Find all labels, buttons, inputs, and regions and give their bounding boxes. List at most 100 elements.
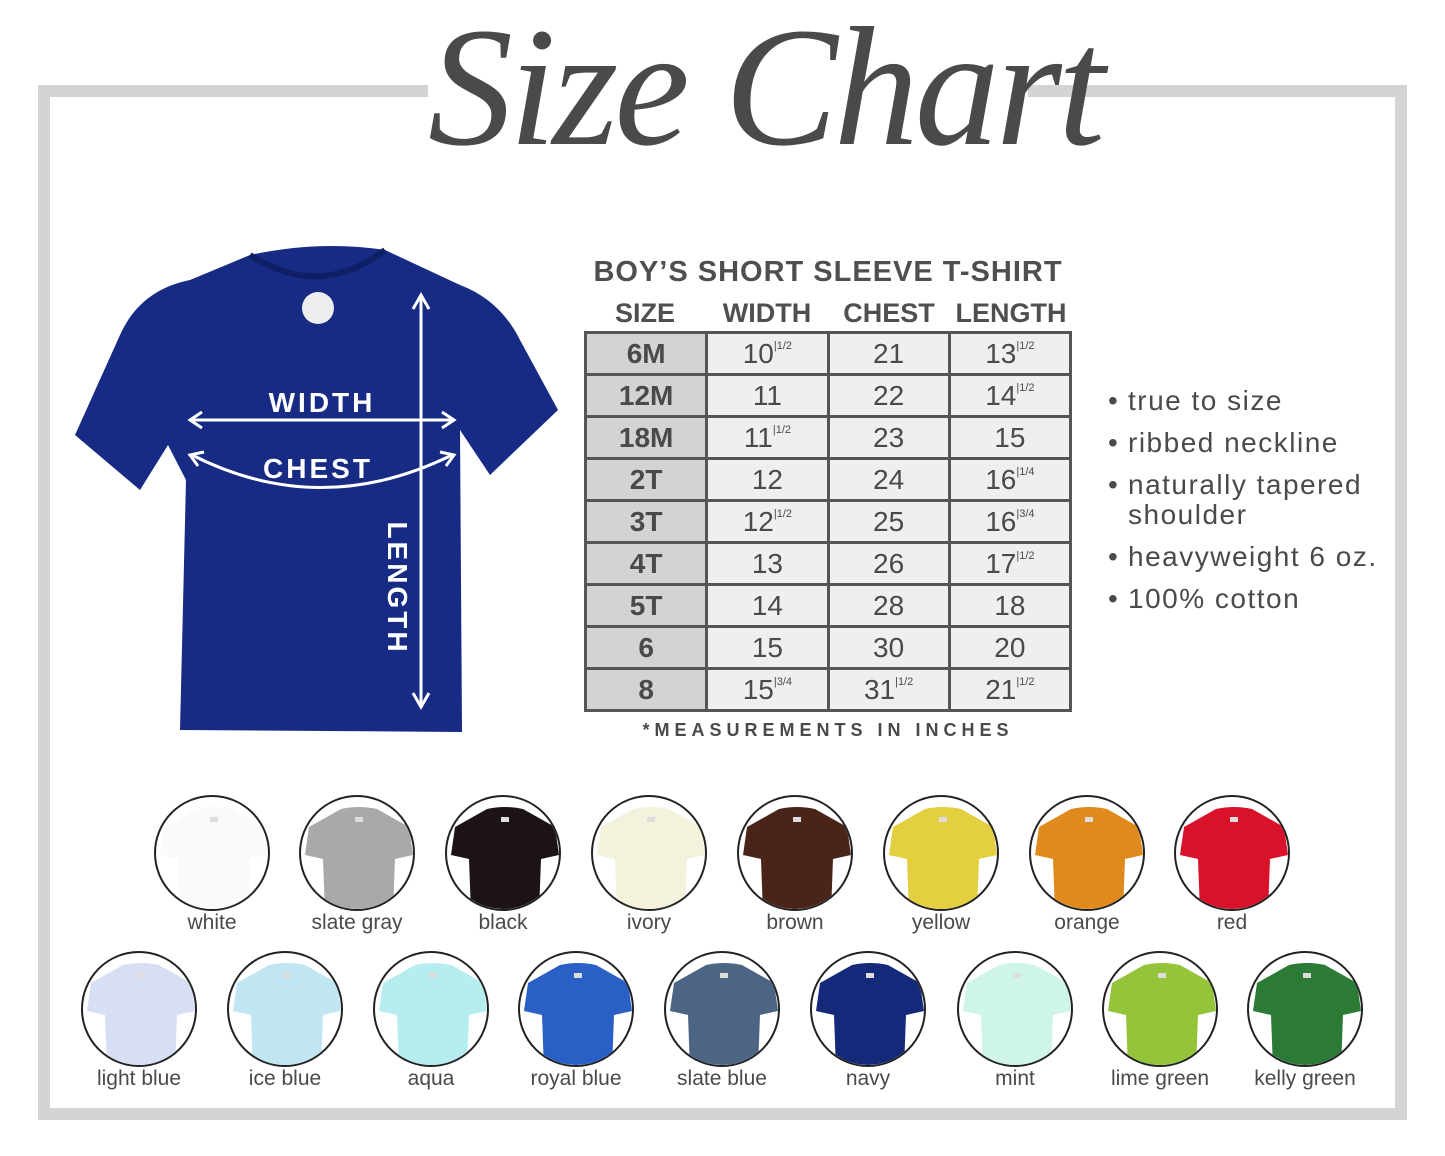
swatch-label: royal blue [530,1067,622,1090]
swatch-shirt-icon [518,951,634,1067]
color-swatch-royal-blue[interactable]: royal blue [506,951,646,1091]
color-swatch-slate-blue[interactable]: slate blue [652,951,792,1091]
chest-cell: 30 [826,625,951,670]
size-cell: 3T [583,499,709,544]
length-cell: 16|1/4 [947,457,1073,502]
cell-value: 18M [618,422,674,453]
color-swatch-yellow[interactable]: yellow [871,795,1011,935]
cell-value: 2T [629,464,663,495]
swatch-label: light blue [96,1067,182,1090]
cell-value: 26 [873,548,905,579]
chest-cell: 22 [826,373,951,418]
swatch-label: orange [1054,911,1120,934]
col-header-chest: CHEST [843,298,935,328]
size-cell: 5T [583,583,709,628]
size-cell: 4T [583,541,709,586]
swatch-shirt-icon [957,951,1073,1067]
cell-value: 25 [873,506,905,537]
cell-value: 11 [752,380,782,411]
cell-value: 21|1/2 [985,674,1035,705]
page-title: Size Chart [428,0,1105,181]
cell-value: 21 [873,338,905,369]
cell-value: 14 [751,590,783,621]
fraction: |1/2 [1016,382,1035,394]
length-cell: 21|1/2 [947,667,1073,712]
feature-item: heavyweight 6 oz. [1108,542,1398,573]
swatch-label: yellow [911,911,971,934]
cell-value: 16|3/4 [985,506,1035,537]
swatch-shirt-icon [81,951,197,1067]
cell-value: 28 [873,590,905,621]
size-table: 6M 10|1/2 21 13|1/2 12M 11 22 14|1/2 18M 11|1/2 23… [583,331,1073,712]
col-header-width: WIDTH [722,298,812,328]
chest-cell: 26 [826,541,951,586]
frame-border [38,85,1407,1120]
chest-cell: 24 [826,457,951,502]
feature-item: ribbed neckline [1108,428,1398,459]
chest-cell: 23 [826,415,951,460]
feature-item: naturally tapered shoulder [1108,470,1398,530]
fraction: |3/4 [1016,508,1035,520]
color-swatch-slate-gray[interactable]: slate gray [287,795,427,935]
width-cell: 15|3/4 [705,667,830,712]
cell-value: 16|1/4 [985,464,1035,495]
color-swatch-light-blue[interactable]: light blue [69,951,209,1091]
table-row: 2T 12 24 16|1/4 [583,457,1073,502]
cell-value: 12M [618,380,674,411]
swatch-shirt-icon [883,795,999,911]
feature-item: true to size [1108,386,1398,417]
color-swatch-brown[interactable]: brown [725,795,865,935]
swatch-shirt-icon [591,795,707,911]
color-swatch-navy[interactable]: navy [798,951,938,1091]
fraction: |1/2 [895,676,914,688]
cell-value: 10|1/2 [742,338,793,369]
color-swatch-mint[interactable]: mint [945,951,1085,1091]
table-row: 12M 11 22 14|1/2 [583,373,1073,418]
color-swatch-aqua[interactable]: aqua [361,951,501,1091]
color-swatch-ice-blue[interactable]: ice blue [215,951,355,1091]
tshirt-shape [75,246,558,732]
color-swatch-black[interactable]: black [433,795,573,935]
length-cell: 15 [947,415,1073,460]
swatch-shirt-icon [1247,951,1363,1067]
fraction: |1/2 [1016,676,1035,688]
width-cell: 12 [705,457,830,502]
feature-list: true to size ribbed neckline naturally tap… [1108,386,1398,626]
cell-value: 18 [994,590,1026,621]
swatch-shirt-icon [299,795,415,911]
color-swatch-kelly-green[interactable]: kelly green [1235,951,1375,1091]
swatch-shirt-icon [1029,795,1145,911]
fraction: |3/4 [773,676,793,688]
color-swatch-ivory[interactable]: ivory [579,795,719,935]
cell-value: 6 [638,632,654,663]
cell-value: 15 [751,632,783,663]
color-swatch-white[interactable]: white [142,795,282,935]
chest-cell: 28 [826,583,951,628]
length-cell: 20 [947,625,1073,670]
fraction: |1/2 [1016,550,1035,562]
swatch-label: aqua [407,1067,455,1090]
swatch-label: slate blue [677,1067,767,1090]
table-row: 18M 11|1/2 23 15 [583,415,1073,460]
swatch-label: kelly green [1254,1067,1356,1090]
swatch-label: ice blue [248,1067,322,1090]
col-header-size: SIZE [614,298,675,328]
table-row: 3T 12|1/2 25 16|3/4 [583,499,1073,544]
cell-value: 8 [638,674,654,705]
swatch-label: brown [766,911,824,934]
swatch-shirt-icon [154,795,270,911]
cell-value: 12|1/2 [742,506,793,537]
width-label: WIDTH [269,387,376,418]
fraction: |1/4 [1016,466,1035,478]
swatch-label: lime green [1110,1067,1210,1090]
cell-value: 23 [873,422,905,453]
swatch-shirt-icon [664,951,780,1067]
neckline [248,247,387,280]
color-swatch-lime-green[interactable]: lime green [1090,951,1230,1091]
chest-cell: 31|1/2 [826,667,951,712]
table-row: 6 15 30 20 [583,625,1073,670]
color-swatch-red[interactable]: red [1162,795,1302,935]
cell-value: 17|1/2 [985,548,1035,579]
color-swatch-orange[interactable]: orange [1017,795,1157,935]
swatch-label: slate gray [311,911,403,934]
